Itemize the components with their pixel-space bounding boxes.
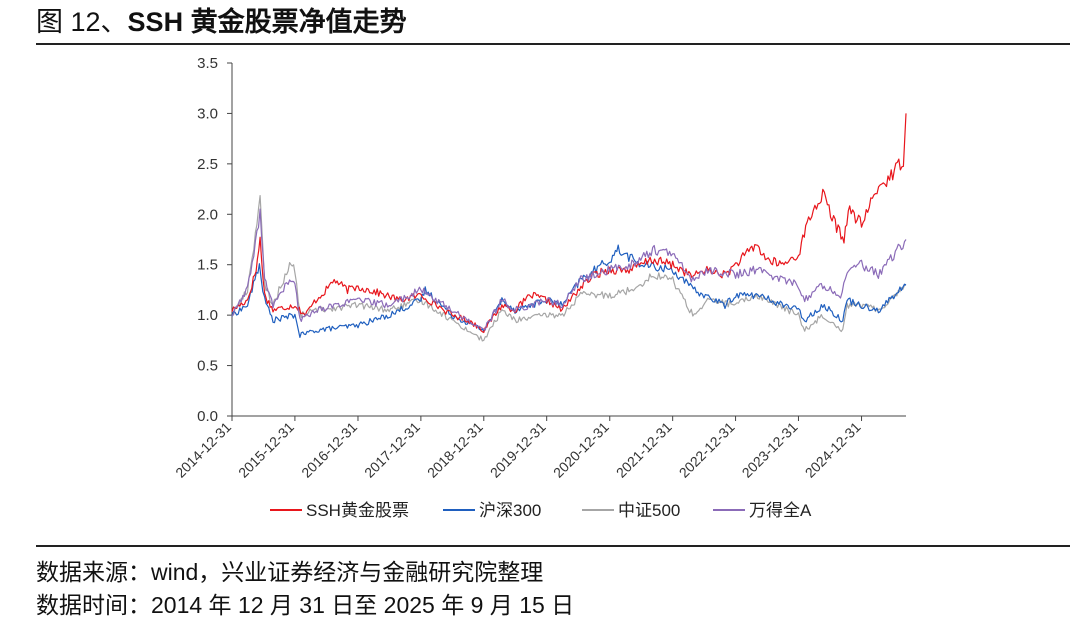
y-tick-label: 0.5: [197, 358, 218, 375]
figure-label: 图 12、: [36, 7, 128, 37]
x-tick-label: 2015-12-31: [235, 419, 297, 481]
series-line-ssh: [231, 113, 907, 334]
x-tick-label: 2016-12-31: [298, 419, 360, 481]
source-note: 数据来源：wind，兴业证券经济与金融研究院整理: [36, 559, 544, 585]
series-line-hs300: [231, 244, 907, 338]
legend-label-wind_a: 万得全A: [749, 501, 812, 520]
x-tick-label: 2024-12-31: [802, 419, 864, 481]
x-tick-label: 2019-12-31: [487, 419, 549, 481]
y-tick-label: 1.5: [197, 257, 218, 274]
legend-label-zz500: 中证500: [618, 501, 680, 520]
date-range-note: 数据时间：2014 年 12 月 31 日至 2025 年 9 月 15 日: [36, 592, 575, 618]
series-line-zz500: [231, 195, 907, 342]
series-line-wind_a: [231, 208, 907, 331]
title-rule: [36, 43, 1070, 45]
line-chart: 0.0 0.5 1.0 1.5 2.0 2.5 3.0 3.5 2014-12-31 2015-1…: [172, 55, 907, 520]
y-tick-label: 3.0: [197, 105, 218, 122]
y-tick-label: 0.0: [197, 408, 218, 425]
figure-title-text: SSH 黄金股票净值走势: [127, 7, 407, 37]
legend-label-hs300: 沪深300: [479, 501, 541, 520]
legend-label-ssh: SSH黄金股票: [306, 501, 409, 520]
y-tick-label: 2.0: [197, 206, 218, 223]
x-tick-label: 2023-12-31: [739, 419, 801, 481]
x-tick-label: 2014-12-31: [172, 419, 234, 481]
x-tick-label: 2018-12-31: [424, 419, 486, 481]
x-tick-label: 2022-12-31: [676, 419, 738, 481]
x-tick-label: 2020-12-31: [550, 419, 612, 481]
y-tick-label: 1.0: [197, 307, 218, 324]
x-tick-label: 2017-12-31: [361, 419, 423, 481]
x-tick-label: 2021-12-31: [613, 419, 675, 481]
figure-title: 图 12、SSH 黄金股票净值走势: [36, 2, 407, 42]
footer-rule: [36, 545, 1070, 547]
y-tick-label: 2.5: [197, 156, 218, 173]
y-tick-label: 3.5: [197, 55, 218, 72]
